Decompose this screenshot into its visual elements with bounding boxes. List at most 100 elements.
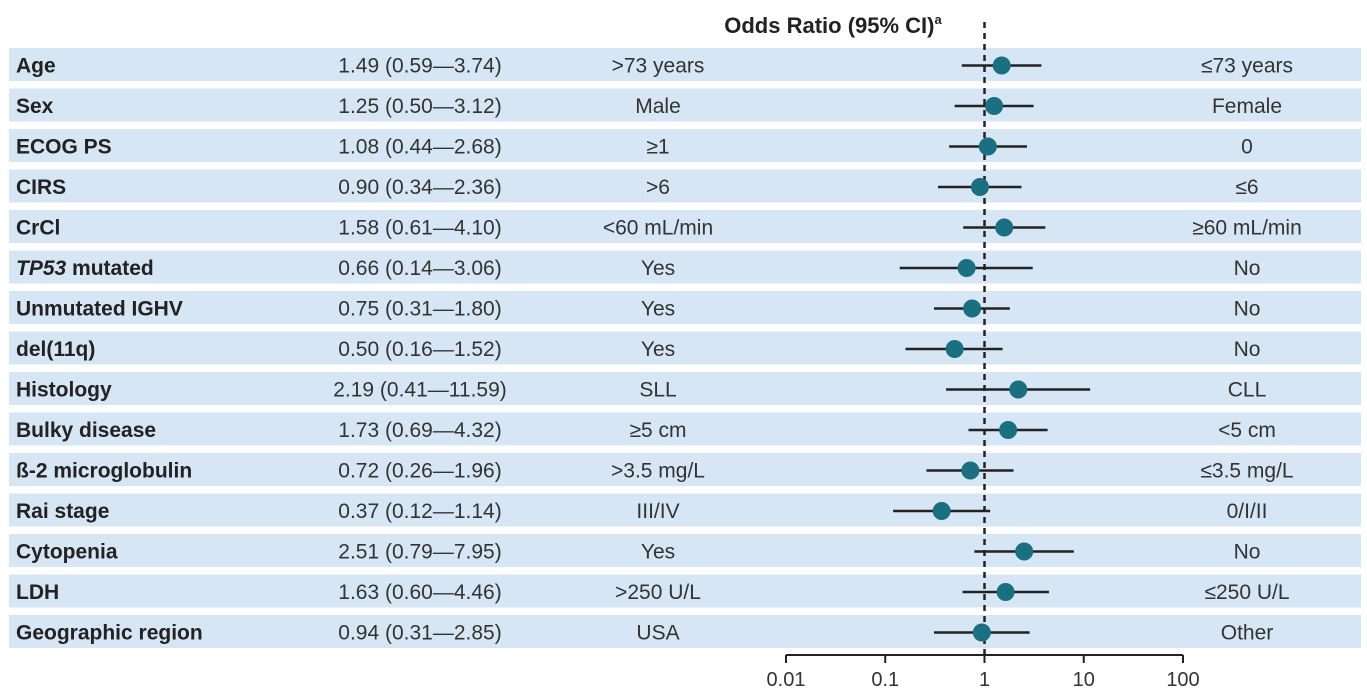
row-right-group: CLL bbox=[1228, 379, 1267, 402]
odds-ratio-point bbox=[972, 623, 991, 642]
row-odds-ratio: 0.50 (0.16—1.52) bbox=[338, 338, 501, 361]
row-right-group: ≤250 U/L bbox=[1204, 581, 1289, 604]
row-odds-ratio: 2.51 (0.79—7.95) bbox=[338, 541, 501, 564]
row-variable-label: Cytopenia bbox=[16, 541, 118, 564]
row-band bbox=[9, 169, 1361, 203]
row-left-group: ≥1 bbox=[646, 136, 669, 159]
row-variable-text: ß-2 microglobulin bbox=[16, 460, 192, 483]
row-right-group: No bbox=[1234, 541, 1261, 564]
row-left-group: Yes bbox=[641, 338, 675, 361]
row-variable-text: LDH bbox=[16, 581, 59, 604]
row-odds-ratio: 1.58 (0.61—4.10) bbox=[338, 217, 501, 240]
row-left-group: >73 years bbox=[612, 55, 705, 78]
odds-ratio-point bbox=[996, 583, 1015, 601]
row-odds-ratio: 0.37 (0.12—1.14) bbox=[338, 500, 501, 523]
x-tick-label: 100 bbox=[1166, 669, 1199, 691]
row-variable-text: CrCl bbox=[16, 217, 60, 240]
row-right-group: ≤3.5 mg/L bbox=[1200, 460, 1293, 483]
odds-ratio-point bbox=[992, 56, 1011, 75]
row-variable-text: Unmutated IGHV bbox=[16, 298, 183, 321]
row-right-group: 0 bbox=[1241, 136, 1253, 159]
row-odds-ratio: 0.75 (0.31—1.80) bbox=[338, 298, 501, 321]
row-left-group: >250 U/L bbox=[615, 581, 701, 604]
row-right-group: ≥60 mL/min bbox=[1192, 217, 1302, 240]
row-band bbox=[9, 574, 1361, 608]
odds-ratio-point bbox=[957, 259, 976, 277]
row-odds-ratio: 1.25 (0.50—3.12) bbox=[338, 95, 501, 118]
x-axis: 0.01 0.1 1 10 100 bbox=[767, 654, 1200, 691]
odds-ratio-point bbox=[961, 461, 980, 480]
row-band bbox=[9, 210, 1361, 243]
row-bands bbox=[9, 48, 1361, 648]
row-band bbox=[9, 88, 1361, 122]
row-variable-label: CIRS bbox=[16, 176, 66, 199]
odds-ratio-point bbox=[978, 137, 997, 156]
x-tick-label: 1 bbox=[979, 669, 990, 691]
row-variable-label: TP53 mutated bbox=[16, 257, 154, 280]
odds-ratio-point bbox=[985, 97, 1004, 115]
odds-ratio-point bbox=[999, 421, 1018, 439]
row-band bbox=[9, 412, 1361, 446]
odds-ratio-point bbox=[932, 502, 951, 520]
row-left-group: Yes bbox=[641, 541, 675, 564]
row-right-group: No bbox=[1234, 338, 1261, 361]
row-odds-ratio: 0.90 (0.34—2.36) bbox=[338, 176, 501, 199]
row-variable-label: LDH bbox=[16, 581, 59, 604]
chart-title: Odds Ratio (95% CI)a bbox=[724, 12, 942, 38]
row-variable-text: Bulky disease bbox=[16, 419, 156, 442]
row-band bbox=[9, 291, 1361, 324]
row-variable-italic: TP53 bbox=[16, 257, 67, 280]
forest-marks bbox=[893, 56, 1091, 642]
row-variable-text: ECOG PS bbox=[16, 136, 112, 159]
odds-ratio-point bbox=[1009, 380, 1028, 399]
row-variable-text: Cytopenia bbox=[16, 541, 118, 564]
chart-title-text: Odds Ratio (95% CI) bbox=[724, 13, 934, 38]
row-variable-label: ß-2 microglobulin bbox=[16, 460, 192, 483]
row-band bbox=[9, 372, 1361, 405]
row-variable-label: del(11q) bbox=[16, 338, 95, 361]
row-band bbox=[9, 331, 1361, 365]
row-right-group: <5 cm bbox=[1218, 419, 1276, 442]
row-right-group: 0/I/II bbox=[1227, 500, 1268, 523]
row-variable-label: Histology bbox=[16, 379, 112, 402]
odds-ratio-point bbox=[963, 299, 982, 318]
x-tick-label: 0.01 bbox=[767, 669, 806, 691]
row-odds-ratio: 0.66 (0.14—3.06) bbox=[338, 257, 501, 280]
row-left-group: >6 bbox=[646, 176, 670, 199]
row-right-group: Other bbox=[1221, 622, 1274, 645]
row-band bbox=[9, 129, 1361, 162]
row-variable-label: Geographic region bbox=[16, 622, 203, 645]
row-left-group: Yes bbox=[641, 257, 675, 280]
row-variable-label: Unmutated IGHV bbox=[16, 298, 183, 321]
odds-ratio-point bbox=[970, 178, 989, 196]
row-variable-label: CrCl bbox=[16, 217, 60, 240]
row-left-group: <60 mL/min bbox=[603, 217, 713, 240]
row-odds-ratio: 0.72 (0.26—1.96) bbox=[338, 460, 501, 483]
row-left-group: Yes bbox=[641, 298, 675, 321]
row-variable-text: mutated bbox=[66, 257, 154, 280]
row-band bbox=[9, 615, 1361, 648]
row-left-group: ≥5 cm bbox=[629, 419, 686, 442]
row-band bbox=[9, 250, 1361, 284]
row-left-group: >3.5 mg/L bbox=[611, 460, 705, 483]
row-band bbox=[9, 453, 1361, 486]
chart-title-superscript: a bbox=[935, 12, 943, 27]
row-left-group: III/IV bbox=[636, 500, 679, 523]
odds-ratio-point bbox=[945, 340, 964, 358]
x-tick-label: 10 bbox=[1073, 669, 1095, 691]
odds-ratio-point bbox=[995, 218, 1014, 237]
row-odds-ratio: 1.49 (0.59—3.74) bbox=[338, 55, 501, 78]
x-tick-label: 0.1 bbox=[871, 669, 899, 691]
row-band bbox=[9, 48, 1361, 81]
row-variable-label: ECOG PS bbox=[16, 136, 112, 159]
row-variable-text: CIRS bbox=[16, 176, 66, 199]
row-odds-ratio: 1.73 (0.69—4.32) bbox=[338, 419, 501, 442]
row-odds-ratio: 1.08 (0.44—2.68) bbox=[338, 136, 501, 159]
row-variable-text: Age bbox=[16, 55, 56, 78]
row-variable-text: Sex bbox=[16, 95, 54, 118]
row-variable-text: Histology bbox=[16, 379, 112, 402]
row-labels: Age 1.49 (0.59—3.74) >73 years ≤73 years Sex… bbox=[16, 55, 1302, 645]
row-right-group: ≤73 years bbox=[1201, 55, 1293, 78]
row-right-group: ≤6 bbox=[1235, 176, 1258, 199]
row-variable-text: Rai stage bbox=[16, 500, 109, 523]
